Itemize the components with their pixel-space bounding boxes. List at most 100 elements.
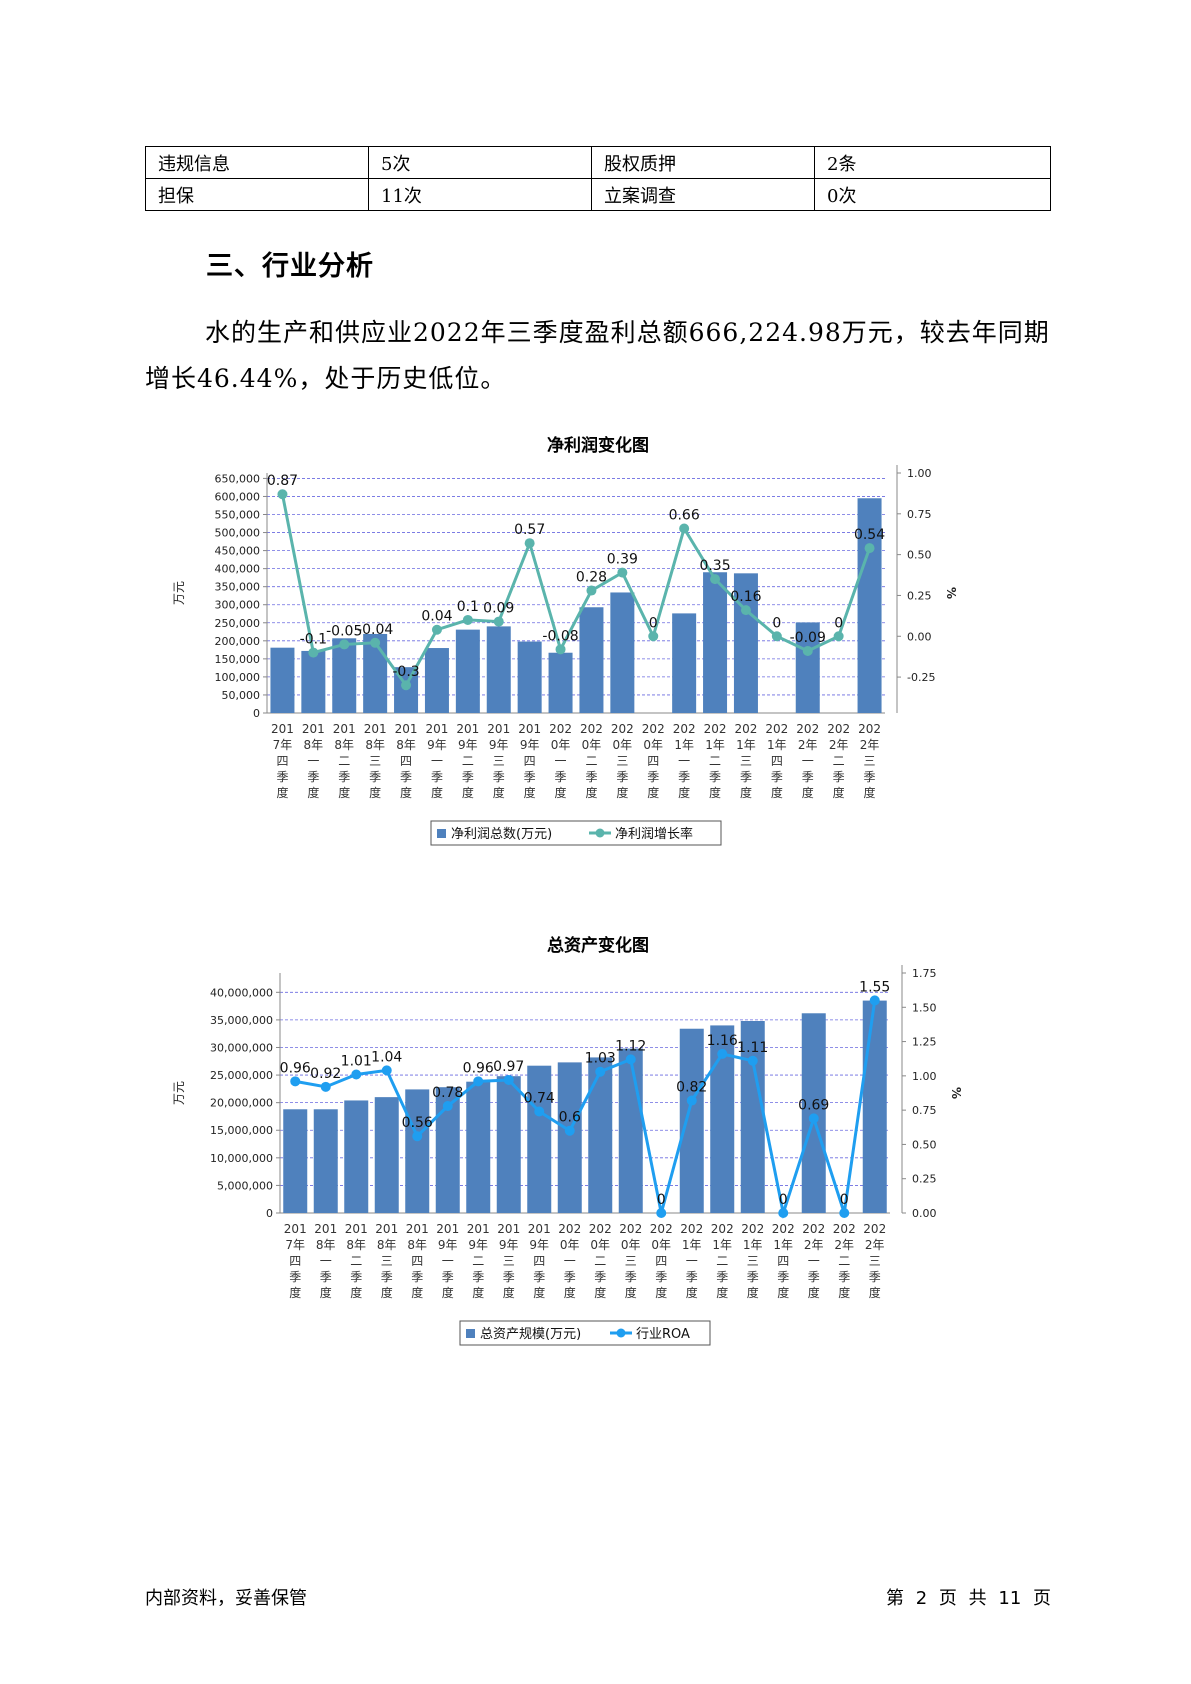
bar bbox=[405, 1089, 430, 1213]
total-assets-chart-svg: 0 5,000,000 10,000,000 15,000,000 20,000,000… bbox=[172, 965, 963, 1346]
x-tick-label: 202 bbox=[734, 722, 757, 736]
x-tick-label: 9年 bbox=[499, 1238, 519, 1252]
data-label: 1.04 bbox=[371, 1049, 402, 1065]
line-point bbox=[462, 614, 473, 625]
x-tick-label: 202 bbox=[802, 1222, 825, 1236]
x-tick-label: 二 bbox=[716, 1254, 728, 1268]
data-label: -0.3 bbox=[392, 664, 419, 680]
line-point bbox=[710, 574, 721, 585]
y-tick-label: 200,000 bbox=[215, 635, 261, 648]
x-tick-label: 季 bbox=[524, 770, 536, 784]
x-tick-label: 季 bbox=[338, 770, 350, 784]
x-tick-label: 度 bbox=[533, 1285, 545, 1300]
legend-box bbox=[459, 1320, 711, 1346]
x-tick-label: 8年 bbox=[407, 1238, 427, 1252]
data-label: 0.92 bbox=[310, 1066, 341, 1082]
net-profit-chart: 净利润变化图 0 50,000 100,000 150,000 200,000 250,0… bbox=[145, 425, 1051, 885]
y-tick-label: 600,000 bbox=[215, 490, 261, 503]
footer-confidential-note: 内部资料，妥善保管 bbox=[145, 1588, 307, 1609]
x-tick-label: 8年 bbox=[346, 1238, 366, 1252]
x-tick-label: 201 bbox=[406, 1222, 429, 1236]
y2-tick-label: 1.50 bbox=[912, 1001, 937, 1014]
chart-title: 总资产变化图 bbox=[547, 936, 649, 956]
x-tick-label: 季 bbox=[864, 770, 876, 784]
bar bbox=[548, 652, 573, 713]
x-tick-label: 202 bbox=[704, 722, 727, 736]
bar bbox=[679, 1028, 704, 1213]
x-tick-label: 9年 bbox=[520, 738, 540, 752]
table-cell-value: 5次 bbox=[368, 146, 592, 179]
line-point bbox=[493, 616, 504, 627]
x-tick-label: 四 bbox=[276, 754, 288, 768]
x-tick-label: 2年 bbox=[860, 738, 880, 752]
x-tick-label: 201 bbox=[284, 1222, 307, 1236]
total-assets-chart: 总资产变化图 0 5,000,000 10,000,000 15,000,000 20,… bbox=[145, 925, 1051, 1390]
line-point bbox=[555, 644, 566, 655]
x-tick-label: 季 bbox=[709, 770, 721, 784]
x-tick-label: 201 bbox=[271, 722, 294, 736]
x-tick-label: 度 bbox=[709, 785, 721, 800]
x-tick-label: 季 bbox=[716, 1270, 728, 1284]
x-tick-label: 7年 bbox=[273, 738, 293, 752]
x-tick-label: 9年 bbox=[458, 738, 478, 752]
y-tick-label: 35,000,000 bbox=[210, 1014, 273, 1027]
bar bbox=[270, 647, 295, 713]
legend-bar-swatch bbox=[466, 1329, 475, 1338]
x-tick-label: 202 bbox=[772, 1222, 795, 1236]
x-tick-label: 度 bbox=[307, 785, 319, 800]
y2-tick-label: 0.00 bbox=[907, 630, 932, 643]
x-tick-label: 202 bbox=[833, 1222, 856, 1236]
x-tick-label: 202 bbox=[558, 1222, 581, 1236]
line-point bbox=[839, 1208, 850, 1218]
x-tick-label: 季 bbox=[802, 770, 814, 784]
y2-tick-label: 0.50 bbox=[912, 1138, 937, 1151]
y-tick-label: 30,000,000 bbox=[210, 1041, 273, 1054]
data-label: -0.08 bbox=[542, 628, 578, 644]
bar bbox=[496, 1076, 521, 1213]
x-tick-label: 202 bbox=[863, 1222, 886, 1236]
x-tick-label: 四 bbox=[400, 754, 412, 768]
line-point bbox=[401, 680, 412, 691]
legend-label: 净利润总数(万元) bbox=[451, 827, 552, 842]
x-tick-label: 四 bbox=[411, 1254, 423, 1268]
x-tick-label: 度 bbox=[369, 785, 381, 800]
line-point bbox=[833, 631, 844, 642]
x-tick-label: 202 bbox=[711, 1222, 734, 1236]
x-tick-label: 1年 bbox=[682, 1238, 702, 1252]
line-point bbox=[586, 585, 597, 596]
data-label: 1.03 bbox=[585, 1051, 616, 1067]
x-tick-label: 季 bbox=[655, 1270, 667, 1284]
line-point bbox=[412, 1131, 423, 1142]
x-tick-label: 2年 bbox=[798, 738, 818, 752]
x-tick-label: 201 bbox=[436, 1222, 459, 1236]
legend-label: 行业ROA bbox=[636, 1327, 690, 1342]
line-point bbox=[442, 1101, 453, 1112]
bar bbox=[862, 1000, 887, 1213]
x-tick-label: 9年 bbox=[427, 738, 447, 752]
y2-axis-title: % bbox=[949, 1087, 963, 1099]
table-cell-label: 立案调查 bbox=[591, 178, 815, 211]
data-label: -0.04 bbox=[357, 622, 393, 638]
x-tick-label: 度 bbox=[472, 1285, 484, 1300]
line-point bbox=[808, 1113, 819, 1124]
line-point bbox=[717, 1048, 728, 1059]
x-tick-label: 2年 bbox=[834, 1238, 854, 1252]
line-point bbox=[503, 1074, 514, 1085]
x-tick-label: 202 bbox=[680, 1222, 703, 1236]
table-cell-value: 2条 bbox=[814, 146, 1051, 179]
x-tick-label: 季 bbox=[564, 1270, 576, 1284]
x-tick-label: 二 bbox=[833, 754, 845, 768]
bar bbox=[283, 1109, 308, 1213]
x-tick-label: 201 bbox=[375, 1222, 398, 1236]
x-tick-label: 一 bbox=[678, 754, 690, 768]
data-label: 1.12 bbox=[615, 1038, 646, 1054]
legend-box bbox=[430, 820, 722, 846]
line-point bbox=[656, 1208, 667, 1218]
x-tick-label: 度 bbox=[686, 1285, 698, 1300]
x-tick-label: 一 bbox=[808, 1254, 820, 1268]
bar bbox=[455, 629, 480, 713]
y2-tick-label: 1.00 bbox=[912, 1070, 937, 1083]
x-tick-label: 季 bbox=[442, 1270, 454, 1284]
x-tick-label: 二 bbox=[709, 754, 721, 768]
x-tick-label: 1年 bbox=[767, 738, 787, 752]
